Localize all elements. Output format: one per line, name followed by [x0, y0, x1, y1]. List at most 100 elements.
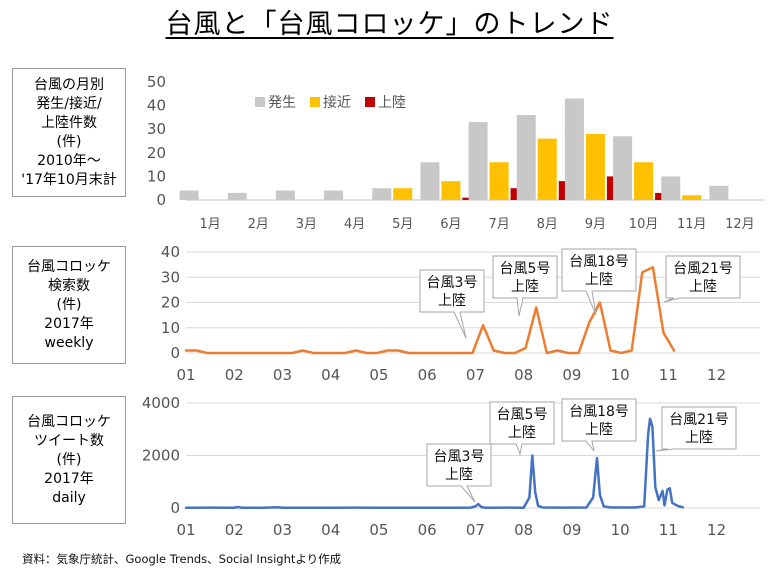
- panel-label-monthly: 台風の月別 発生/接近/上陸件数 (件) 2010年～ '17年10月末計: [12, 68, 126, 197]
- tweet-series-line: [184, 417, 685, 509]
- x-tick-label: 03: [273, 521, 292, 539]
- panel-label-line: 2017年: [44, 315, 94, 332]
- x-tick-label: 4月: [344, 217, 365, 232]
- panel-label-line: 上陸件数: [41, 114, 97, 131]
- y-tick-label: 20: [161, 294, 180, 312]
- callout-text: 上陸: [585, 272, 613, 288]
- callout-text: 台風5号: [500, 261, 551, 277]
- x-tick-label: 07: [466, 366, 485, 384]
- callout-text: 上陸: [585, 422, 613, 438]
- x-tick-label: 9月: [585, 217, 606, 232]
- panel-label-line: ツイート数: [34, 432, 104, 449]
- x-tick-label: 02: [225, 366, 244, 384]
- bar-接近: [634, 162, 654, 200]
- callout-box: [655, 406, 737, 452]
- x-tick-label: 06: [418, 521, 437, 539]
- callout-text: 上陸: [445, 467, 473, 483]
- x-tick-label: 06: [418, 366, 437, 384]
- panel-label-line: 台風コロッケ: [27, 258, 111, 275]
- y-tick-label: 10: [147, 167, 166, 185]
- x-tick-label: 01: [176, 366, 195, 384]
- x-tick-label: 12: [707, 521, 726, 539]
- x-tick-label: 03: [273, 366, 292, 384]
- x-tick-label: 08: [514, 366, 533, 384]
- y-tick-label: 20: [147, 144, 166, 162]
- x-tick-label: 01: [176, 521, 195, 539]
- monthly-typhoon-bar-chart: 0 10 20 30 40 50 1月 2月 3月 4月 5月 6月 7月 8月 9月 10月 11月 12月 発生…: [147, 73, 764, 232]
- callout-text: 上陸: [511, 279, 539, 295]
- x-tick-label: 2月: [248, 217, 269, 232]
- panel-label-search: 台風コロッケ 検索数 (件) 2017年 weekly: [12, 246, 126, 364]
- panel-label-tweet: 台風コロッケ ツイート数 (件) 2017年 daily: [12, 396, 126, 524]
- y-tick-label: 0: [170, 344, 180, 362]
- callout-box: [561, 398, 637, 452]
- legend-label: 上陸: [378, 95, 406, 111]
- x-tick-label: 8月: [537, 217, 558, 232]
- callout-text: 台風5号: [497, 407, 548, 423]
- y-tick-label: 40: [147, 97, 166, 115]
- callout-box: [419, 269, 485, 339]
- y-tick-label: 0: [170, 499, 180, 517]
- callout-text: 台風3号: [434, 449, 485, 465]
- bar-発生: [468, 122, 488, 200]
- bar-接近: [585, 133, 605, 200]
- callout-text: 台風21号: [673, 261, 733, 277]
- x-tick-label: 3月: [296, 217, 317, 232]
- x-tick-label: 05: [369, 521, 388, 539]
- panel-label-line: 発生/接近/: [36, 95, 102, 112]
- callout-text: 台風21号: [669, 412, 729, 428]
- bar-接近: [393, 188, 413, 200]
- panel-label-line: (件): [56, 451, 82, 468]
- x-tick-label: 08: [514, 521, 533, 539]
- bar-発生: [613, 136, 633, 200]
- callout-text: 上陸: [438, 293, 466, 309]
- bar-発生: [227, 192, 247, 200]
- callout-box: [492, 255, 558, 317]
- x-tick-label: 1月: [199, 217, 220, 232]
- x-tick-label: 10月: [629, 217, 659, 232]
- x-tick-label: 04: [321, 521, 340, 539]
- legend-label: 接近: [323, 94, 351, 111]
- callout-text: 上陸: [689, 279, 717, 295]
- y-tick-label: 30: [147, 120, 166, 138]
- x-tick-label: 05: [369, 366, 388, 384]
- panel-label-line: 検索数: [48, 277, 90, 294]
- callout-box: [489, 401, 555, 456]
- callout-box: [426, 443, 492, 503]
- callout-text: 台風3号: [427, 275, 478, 291]
- bar-接近: [441, 181, 461, 200]
- panel-label-line: 台風の月別: [34, 76, 104, 93]
- callout-text: 台風18号: [569, 404, 629, 420]
- x-tick-label: 11月: [677, 217, 707, 232]
- x-tick-label: 02: [225, 521, 244, 539]
- x-tick-label: 11: [659, 366, 678, 384]
- legend-swatch: [365, 97, 375, 107]
- bar-発生: [516, 115, 536, 200]
- x-tick-label: 5月: [392, 217, 413, 232]
- bar-発生: [372, 188, 392, 200]
- y-tick-label: 30: [161, 268, 180, 286]
- y-tick-label: 50: [147, 73, 166, 91]
- bar-発生: [324, 190, 344, 200]
- bar-発生: [661, 176, 681, 200]
- y-tick-label: 4000: [142, 394, 180, 412]
- x-tick-label: 09: [562, 521, 581, 539]
- search-series-line: [184, 265, 676, 355]
- panel-label-line: daily: [52, 489, 86, 506]
- x-tick-label: 6月: [440, 217, 461, 232]
- y-tick-label: 40: [161, 243, 180, 261]
- bar-発生: [420, 162, 440, 200]
- y-tick-label: 0: [156, 191, 166, 209]
- x-tick-label: 10: [611, 366, 630, 384]
- panel-label-line: 2017年: [44, 470, 94, 487]
- panel-label-line: (件): [56, 133, 82, 150]
- callout-text: 台風18号: [569, 254, 629, 270]
- callout-text: 上陸: [508, 425, 536, 441]
